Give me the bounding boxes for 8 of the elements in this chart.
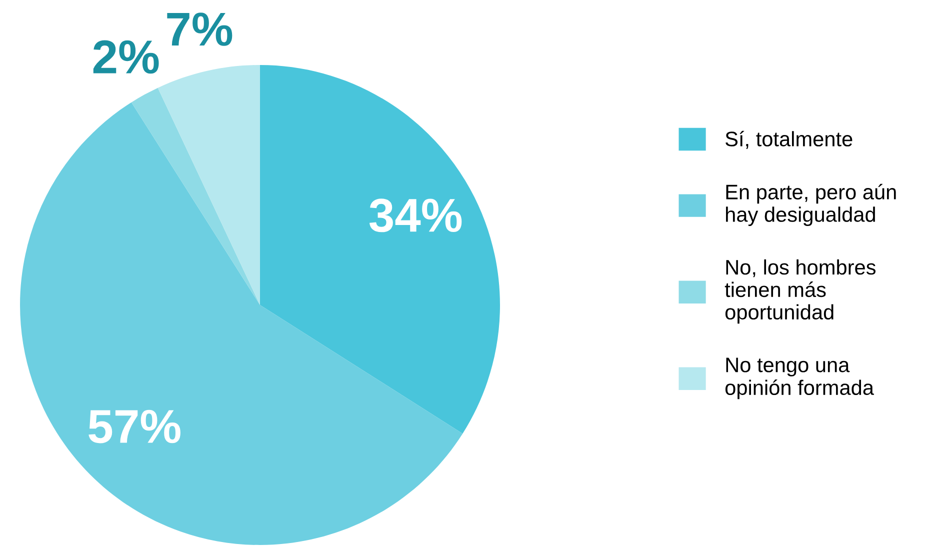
legend-label: No tengo una opinión formada — [725, 358, 874, 400]
data-label: 7% — [167, 12, 232, 46]
legend-label: No, los hombres tienen más oportunidad — [724, 259, 876, 324]
data-label: 2% — [93, 40, 159, 74]
legend-label: En parte, pero aún hay desigualdad — [726, 184, 896, 226]
data-label: 34% — [369, 198, 462, 232]
data-label: 57% — [88, 410, 180, 444]
legend-label: Sí, totalmente — [726, 130, 852, 149]
